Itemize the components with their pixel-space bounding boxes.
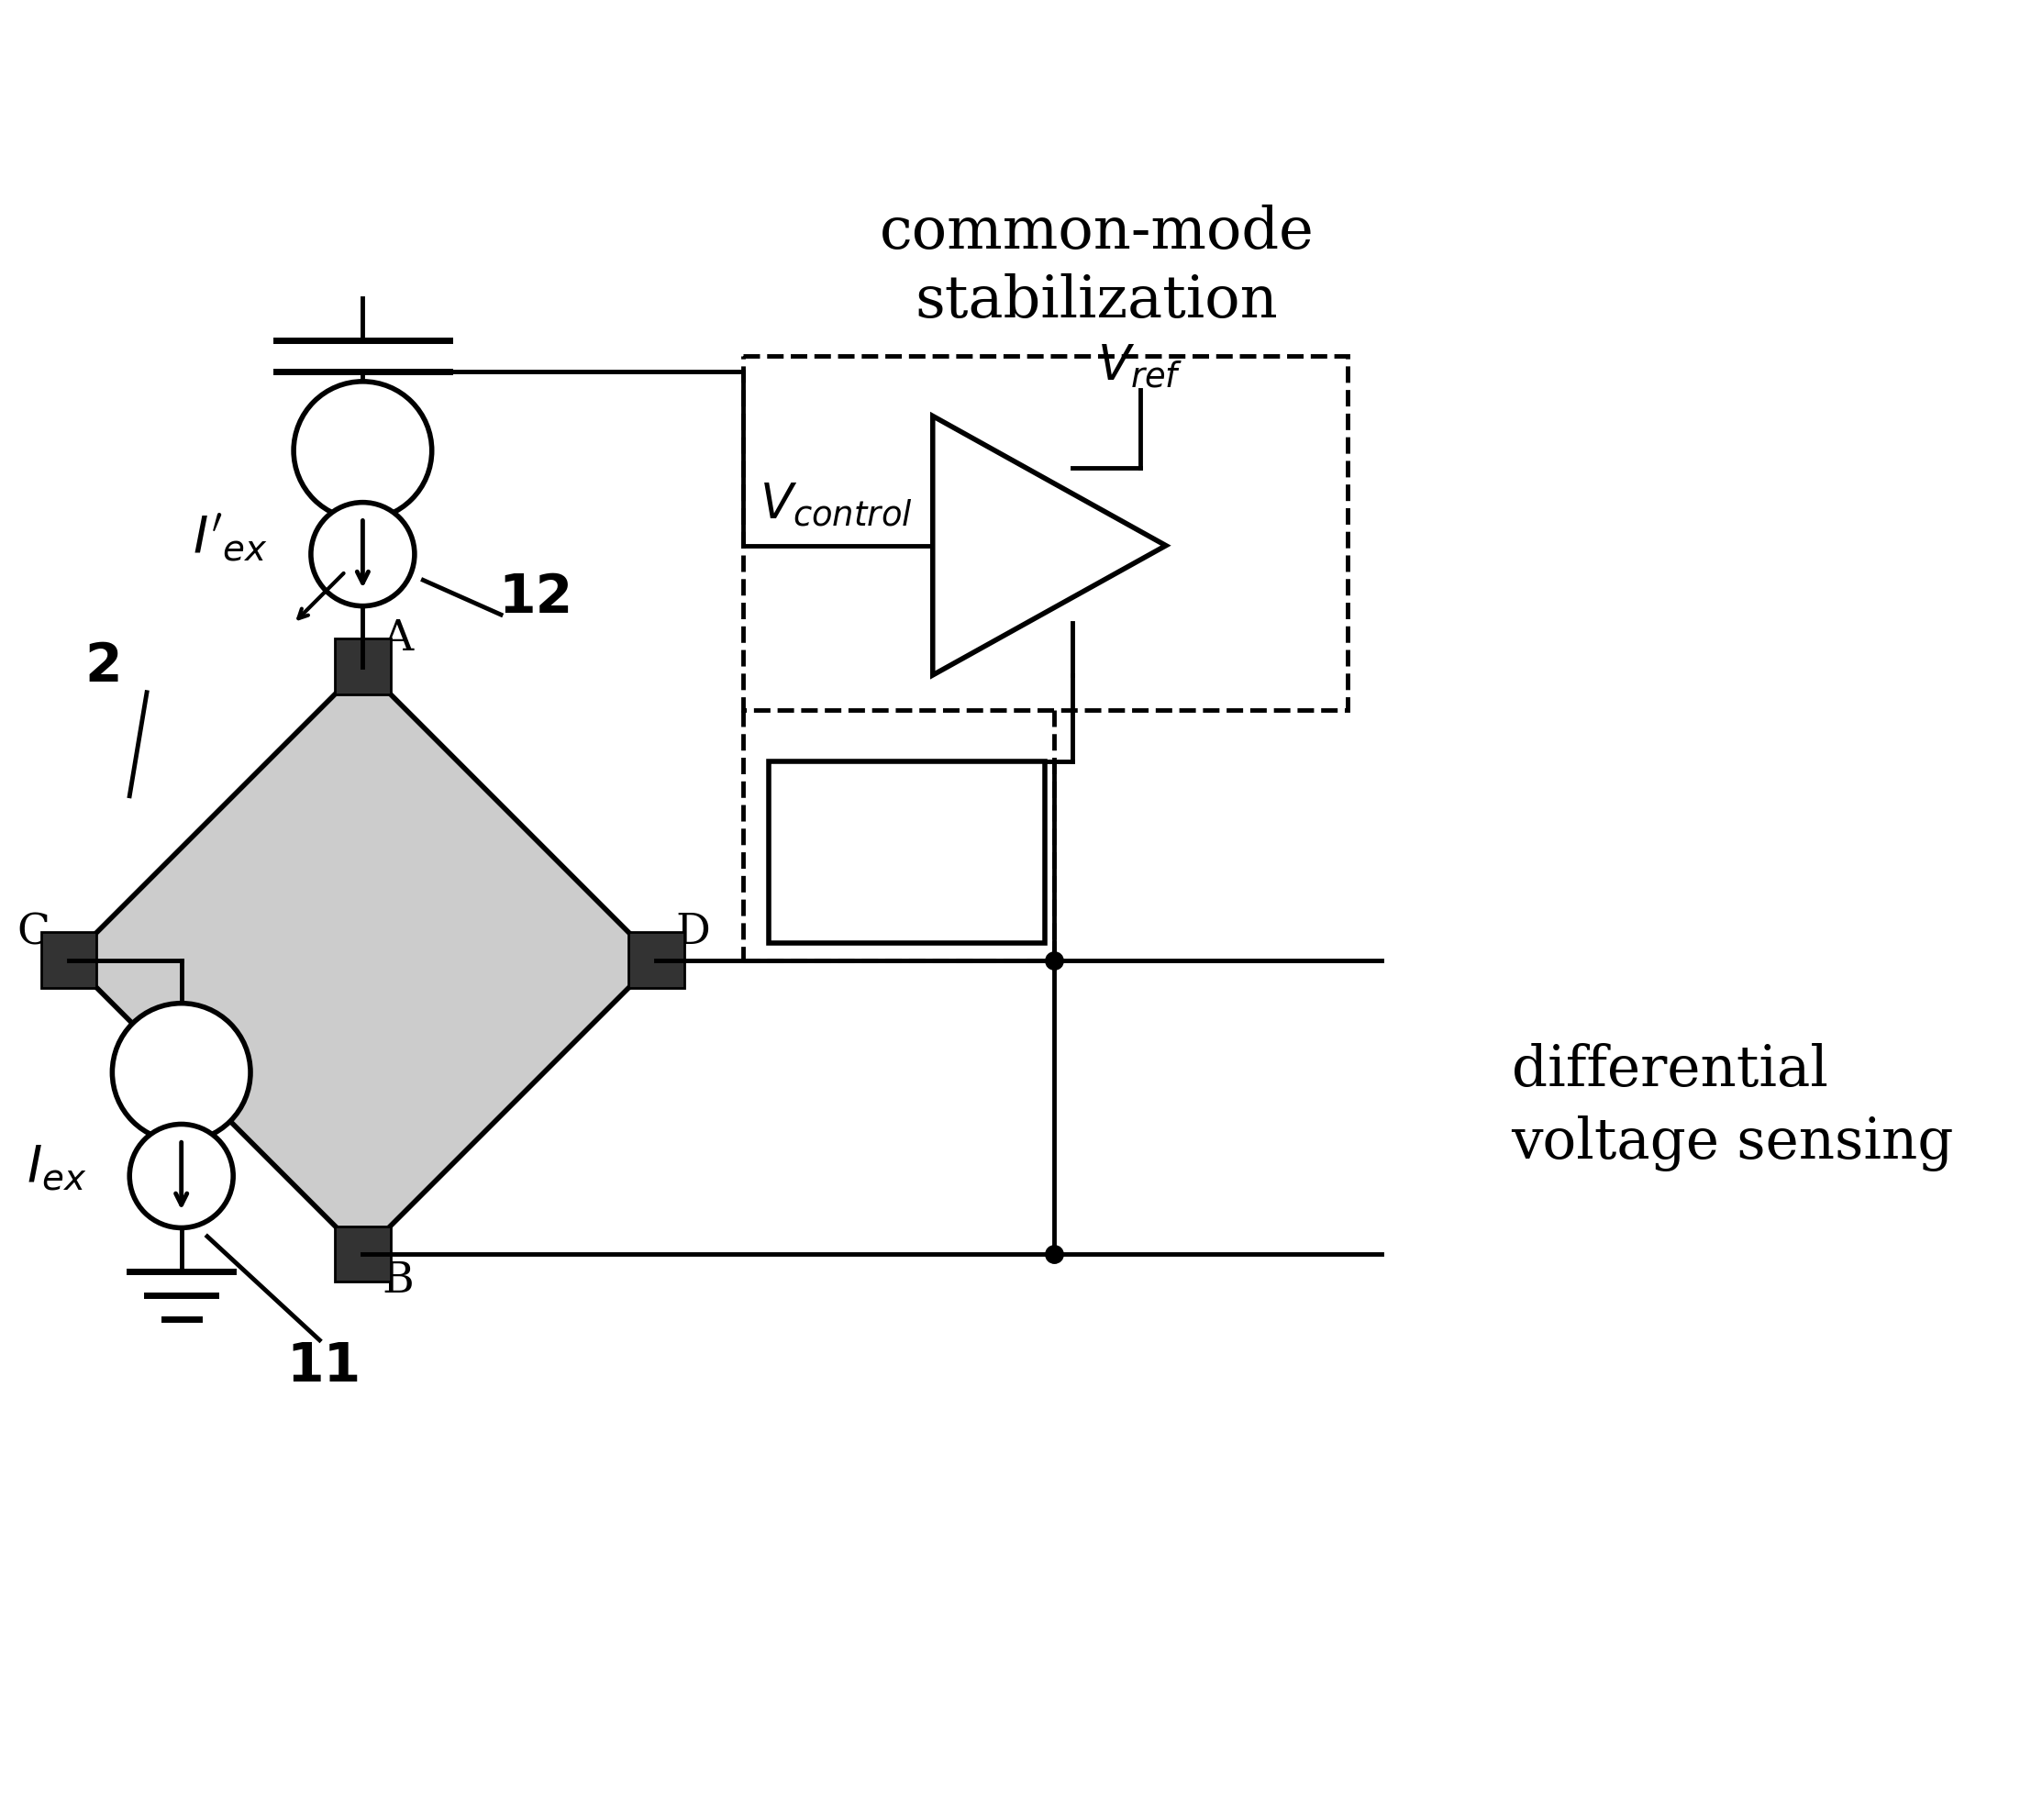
Text: A: A: [382, 619, 412, 659]
Polygon shape: [628, 932, 685, 988]
Text: C: C: [16, 912, 51, 954]
Polygon shape: [42, 932, 97, 988]
Polygon shape: [933, 417, 1166, 675]
Circle shape: [129, 1125, 232, 1229]
Text: 12: 12: [499, 571, 574, 624]
Text: $\dfrac{V_{B\prime}+V_D}{2}$: $\dfrac{V_{B\prime}+V_D}{2}$: [818, 797, 996, 890]
Text: $I'_{ex}$: $I'_{ex}$: [192, 511, 269, 562]
Text: B: B: [382, 1261, 414, 1301]
Circle shape: [113, 1003, 250, 1141]
Text: $V_{control}$: $V_{control}$: [760, 480, 913, 528]
Text: differential
voltage sensing: differential voltage sensing: [1511, 1043, 1953, 1170]
Bar: [743, 355, 1347, 710]
Circle shape: [311, 502, 414, 606]
Polygon shape: [335, 639, 390, 693]
Circle shape: [293, 382, 432, 521]
Text: common-mode
stabilization: common-mode stabilization: [879, 204, 1315, 329]
Text: 11: 11: [287, 1340, 362, 1392]
Text: $V_{ref}$: $V_{ref}$: [1097, 342, 1184, 389]
Text: +: +: [970, 479, 1000, 517]
Bar: [770, 761, 1044, 943]
Text: 2: 2: [85, 641, 123, 693]
Text: $I_{ex}$: $I_{ex}$: [26, 1143, 87, 1192]
Polygon shape: [69, 666, 657, 1254]
Text: D: D: [675, 912, 711, 954]
Text: −: −: [968, 573, 1000, 612]
Polygon shape: [335, 1227, 390, 1281]
